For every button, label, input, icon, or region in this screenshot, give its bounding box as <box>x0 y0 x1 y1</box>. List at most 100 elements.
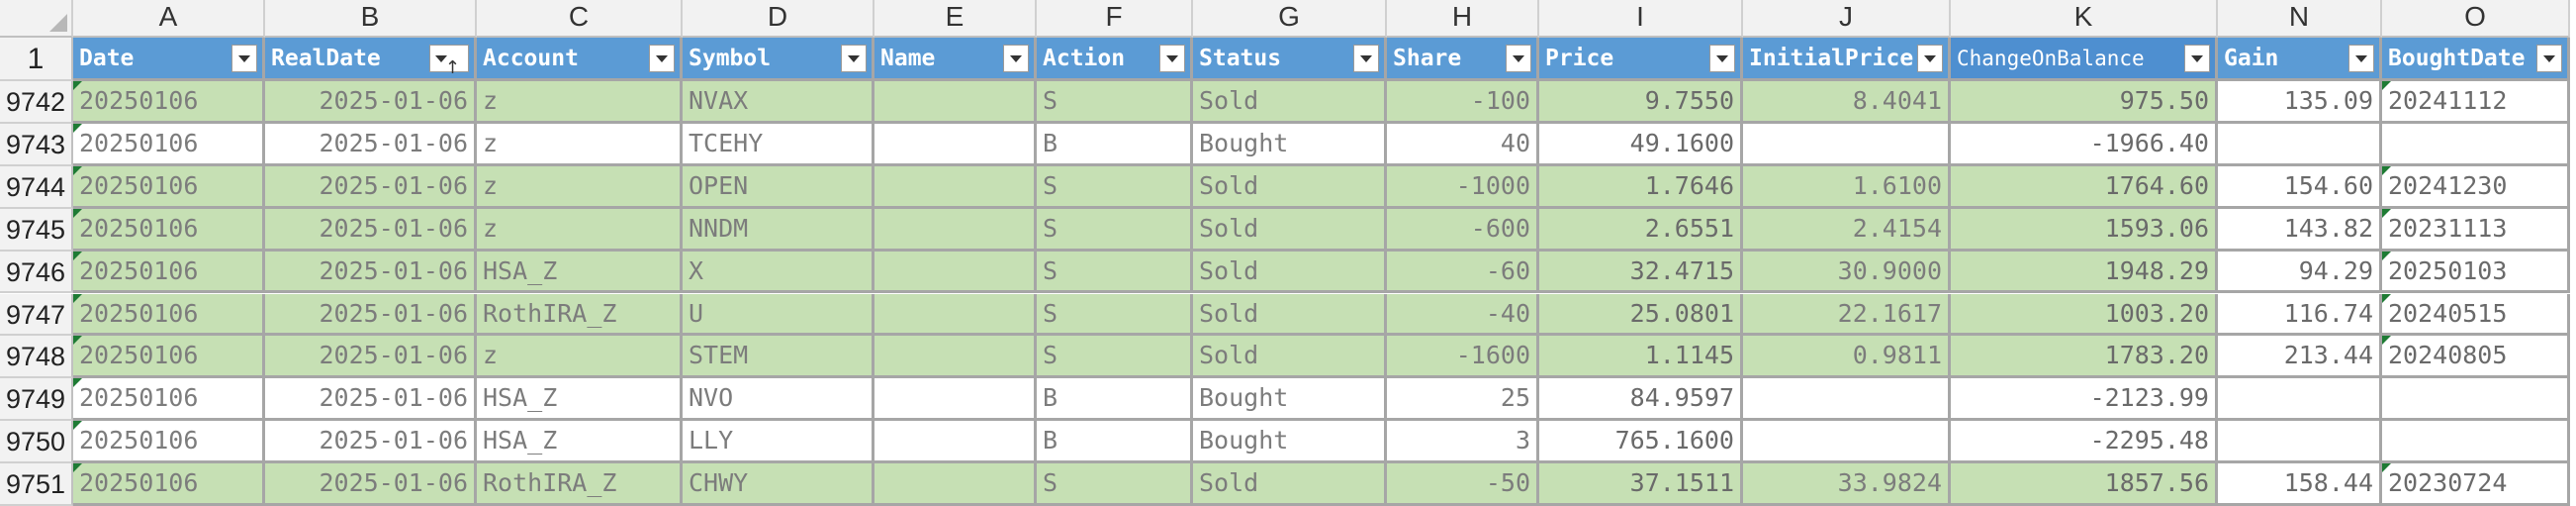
cell-date[interactable]: 20250106 <box>73 251 265 294</box>
cell-date[interactable]: 20250106 <box>73 208 265 252</box>
cell-price[interactable]: 1.7646 <box>1539 165 1743 209</box>
cell-bought[interactable]: 20240805 <box>2382 336 2570 379</box>
cell-bought[interactable] <box>2382 123 2570 166</box>
cell-share[interactable]: 40 <box>1387 123 1539 166</box>
cell-gain[interactable] <box>2218 123 2382 166</box>
cell-action[interactable]: S <box>1037 208 1193 252</box>
column-header-J[interactable]: J <box>1743 0 1951 38</box>
cell-initial[interactable]: 22.1617 <box>1743 293 1951 337</box>
cell-date[interactable]: 20250106 <box>73 336 265 379</box>
filter-dropdown-icon[interactable] <box>2348 45 2374 72</box>
cell-bought[interactable] <box>2382 421 2570 464</box>
cell-status[interactable]: Sold <box>1193 208 1387 252</box>
cell-change[interactable]: 1948.29 <box>1951 251 2218 294</box>
column-header-B[interactable]: B <box>265 0 477 38</box>
cell-date[interactable]: 20250106 <box>73 123 265 166</box>
filter-dropdown-icon[interactable] <box>1003 45 1029 72</box>
cell-change[interactable]: 1593.06 <box>1951 208 2218 252</box>
cell-realdate[interactable]: 2025-01-06 <box>265 463 477 506</box>
column-header-C[interactable]: C <box>477 0 683 38</box>
cell-initial[interactable] <box>1743 123 1951 166</box>
cell-action[interactable]: S <box>1037 81 1193 124</box>
cell-share[interactable]: -1600 <box>1387 336 1539 379</box>
cell-account[interactable]: HSA_Z <box>477 421 683 464</box>
cell-price[interactable]: 49.1600 <box>1539 123 1743 166</box>
cell-realdate[interactable]: 2025-01-06 <box>265 81 477 124</box>
cell-action[interactable]: B <box>1037 123 1193 166</box>
cell-status[interactable]: Sold <box>1193 336 1387 379</box>
cell-action[interactable]: B <box>1037 378 1193 422</box>
cell-symbol[interactable]: STEM <box>683 336 874 379</box>
cell-bought[interactable]: 20241230 <box>2382 165 2570 209</box>
cell-share[interactable]: -1000 <box>1387 165 1539 209</box>
cell-name[interactable] <box>874 123 1037 166</box>
cell-share[interactable]: -600 <box>1387 208 1539 252</box>
filter-dropdown-icon[interactable] <box>1506 45 1531 72</box>
row-number[interactable]: 9743 <box>0 123 73 166</box>
cell-symbol[interactable]: TCEHY <box>683 123 874 166</box>
cell-change[interactable]: 1857.56 <box>1951 463 2218 506</box>
cell-bought[interactable] <box>2382 378 2570 422</box>
cell-status[interactable]: Sold <box>1193 165 1387 209</box>
cell-date[interactable]: 20250106 <box>73 165 265 209</box>
cell-status[interactable]: Sold <box>1193 463 1387 506</box>
cell-name[interactable] <box>874 293 1037 337</box>
cell-action[interactable]: S <box>1037 165 1193 209</box>
cell-change[interactable]: 1003.20 <box>1951 293 2218 337</box>
cell-change[interactable]: -2295.48 <box>1951 421 2218 464</box>
cell-initial[interactable]: 1.6100 <box>1743 165 1951 209</box>
cell-price[interactable]: 84.9597 <box>1539 378 1743 422</box>
cell-gain[interactable]: 213.44 <box>2218 336 2382 379</box>
row-number[interactable]: 9742 <box>0 81 73 124</box>
cell-price[interactable]: 1.1145 <box>1539 336 1743 379</box>
cell-action[interactable]: S <box>1037 251 1193 294</box>
cell-realdate[interactable]: 2025-01-06 <box>265 208 477 252</box>
cell-realdate[interactable]: 2025-01-06 <box>265 165 477 209</box>
row-number[interactable]: 9746 <box>0 251 73 294</box>
cell-status[interactable]: Bought <box>1193 378 1387 422</box>
row-number[interactable]: 9751 <box>0 463 73 506</box>
sort-filter-dropdown-icon[interactable]: ↑ <box>429 45 469 78</box>
cell-price[interactable]: 765.1600 <box>1539 421 1743 464</box>
cell-account[interactable]: z <box>477 123 683 166</box>
column-header-A[interactable]: A <box>73 0 265 38</box>
column-header-D[interactable]: D <box>683 0 874 38</box>
cell-account[interactable]: HSA_Z <box>477 251 683 294</box>
cell-share[interactable]: 3 <box>1387 421 1539 464</box>
row-number[interactable]: 9745 <box>0 208 73 252</box>
cell-realdate[interactable]: 2025-01-06 <box>265 336 477 379</box>
filter-dropdown-icon[interactable] <box>1353 45 1379 72</box>
filter-dropdown-icon[interactable] <box>2536 45 2562 72</box>
cell-account[interactable]: z <box>477 81 683 124</box>
cell-initial[interactable]: 2.4154 <box>1743 208 1951 252</box>
column-header-F[interactable]: F <box>1037 0 1193 38</box>
cell-change[interactable]: -2123.99 <box>1951 378 2218 422</box>
column-header-K[interactable]: K <box>1951 0 2218 38</box>
cell-symbol[interactable]: OPEN <box>683 165 874 209</box>
cell-name[interactable] <box>874 378 1037 422</box>
cell-realdate[interactable]: 2025-01-06 <box>265 123 477 166</box>
row-number[interactable]: 9747 <box>0 293 73 337</box>
row-number[interactable]: 9744 <box>0 165 73 209</box>
cell-action[interactable]: B <box>1037 421 1193 464</box>
cell-account[interactable]: RothIRA_Z <box>477 293 683 337</box>
cell-bought[interactable]: 20250103 <box>2382 251 2570 294</box>
cell-share[interactable]: -40 <box>1387 293 1539 337</box>
cell-initial[interactable]: 33.9824 <box>1743 463 1951 506</box>
cell-gain[interactable] <box>2218 378 2382 422</box>
cell-gain[interactable]: 135.09 <box>2218 81 2382 124</box>
column-header-E[interactable]: E <box>874 0 1037 38</box>
cell-status[interactable]: Sold <box>1193 293 1387 337</box>
filter-dropdown-icon[interactable] <box>2184 45 2210 72</box>
cell-share[interactable]: -60 <box>1387 251 1539 294</box>
cell-date[interactable]: 20250106 <box>73 293 265 337</box>
cell-share[interactable]: -50 <box>1387 463 1539 506</box>
cell-price[interactable]: 25.0801 <box>1539 293 1743 337</box>
cell-name[interactable] <box>874 81 1037 124</box>
cell-realdate[interactable]: 2025-01-06 <box>265 293 477 337</box>
cell-change[interactable]: 975.50 <box>1951 81 2218 124</box>
cell-status[interactable]: Bought <box>1193 421 1387 464</box>
cell-symbol[interactable]: X <box>683 251 874 294</box>
cell-gain[interactable]: 154.60 <box>2218 165 2382 209</box>
cell-symbol[interactable]: NVAX <box>683 81 874 124</box>
